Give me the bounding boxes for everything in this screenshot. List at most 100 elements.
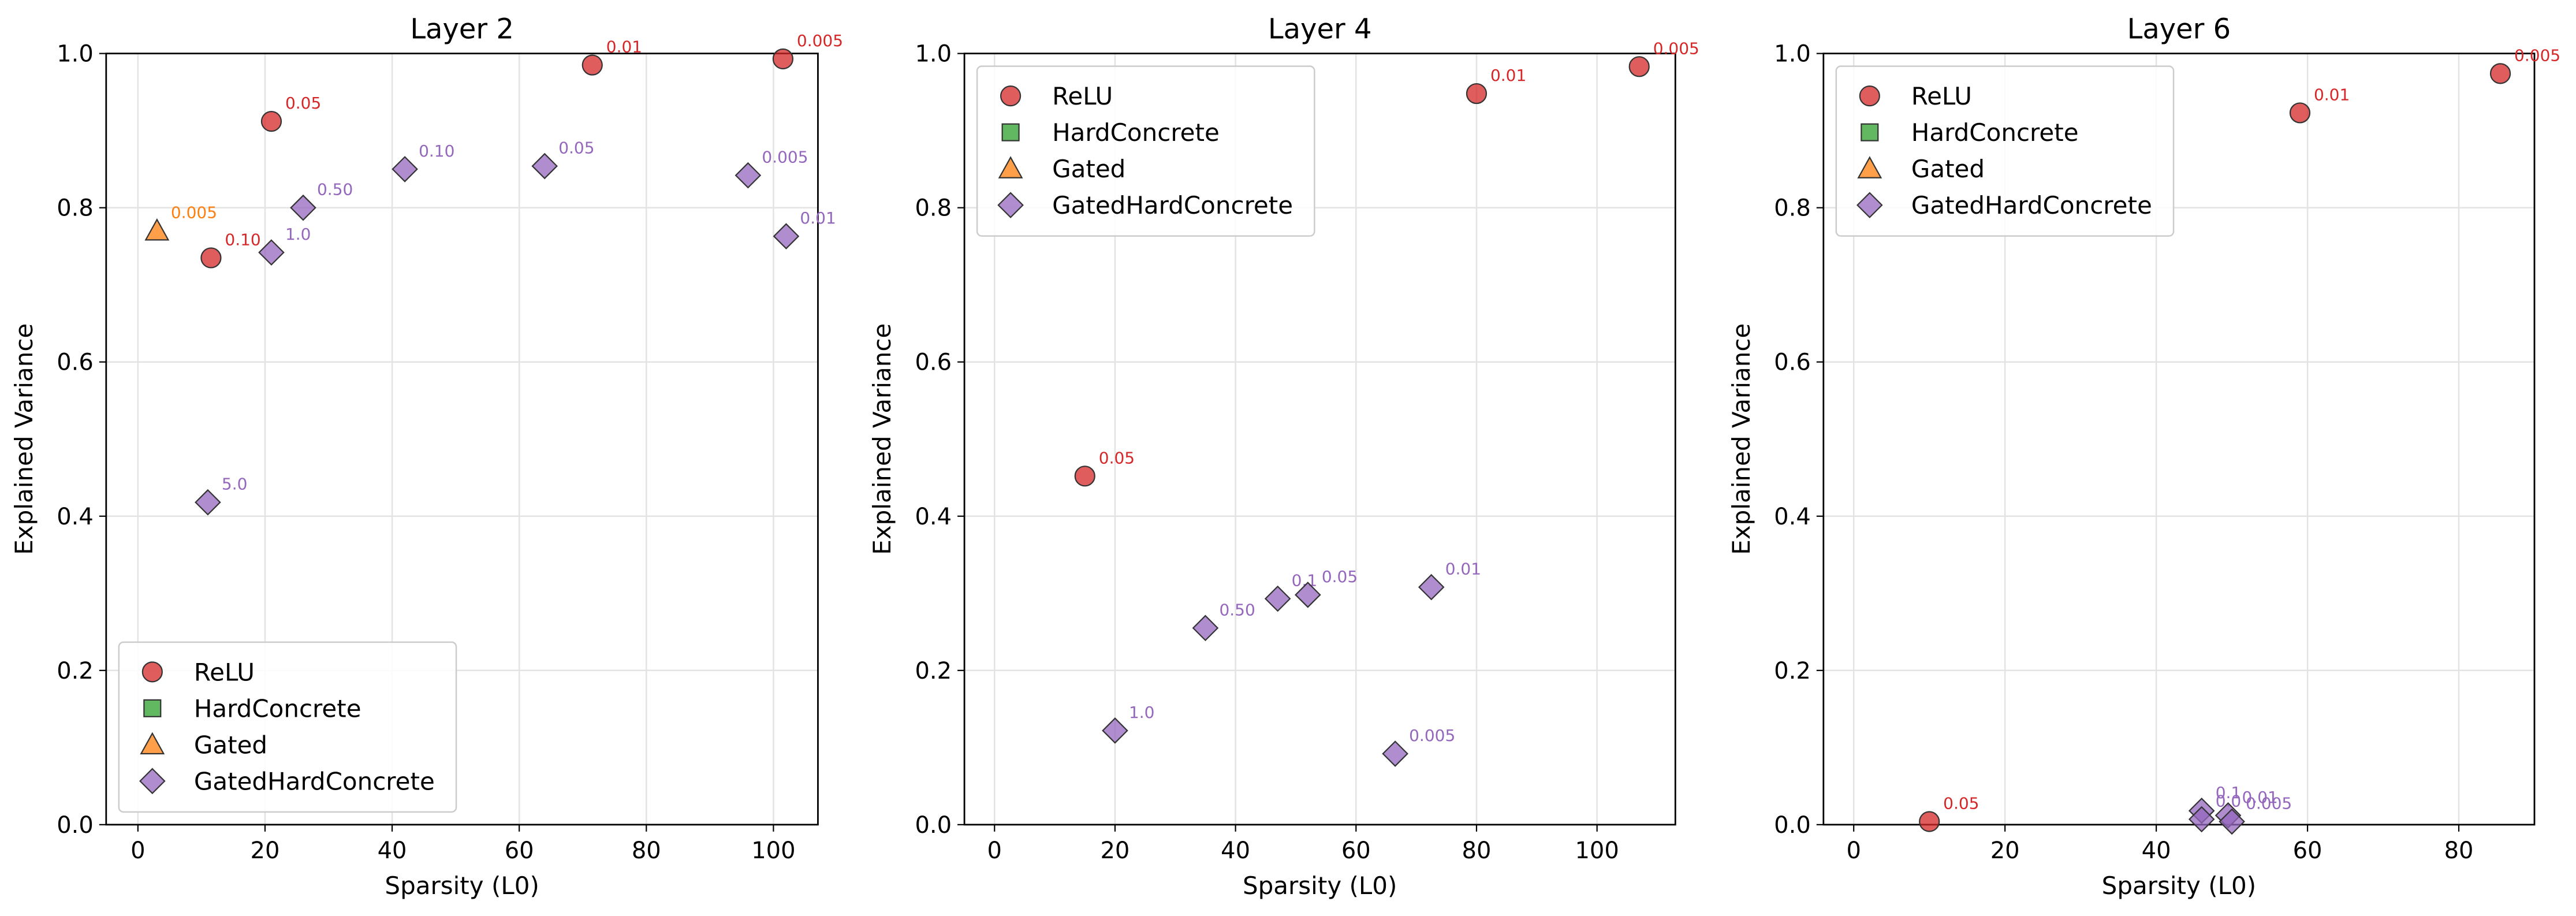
- data-point: [1264, 585, 1291, 612]
- x-tick-label: 40: [1221, 837, 1250, 864]
- legend-marker: [1001, 123, 1020, 142]
- legend-marker: [1859, 85, 1880, 107]
- legend-label: HardConcrete: [1052, 118, 1220, 147]
- y-tick-label: 1.0: [915, 41, 952, 68]
- panel-layer-2: 0 20 40 60 80 100 0.0 0.2 0.4 0.6 0.8 1.0 Layer 2 Spa…: [10, 13, 843, 900]
- chart-title: Layer 6: [2127, 13, 2231, 46]
- series-relu: 0.10 0.05 0.01 0.005: [200, 31, 843, 269]
- data-point: [1382, 740, 1408, 767]
- data-point-label: 0.01: [2314, 85, 2350, 104]
- legend-frame: [118, 641, 457, 813]
- x-tick-label: 100: [751, 837, 795, 864]
- y-tick-label: 0.2: [1774, 658, 1811, 684]
- legend-frame: [976, 65, 1315, 237]
- data-point-label: 0.50: [1219, 600, 1255, 619]
- y-tick-label: 0.2: [915, 658, 952, 684]
- data-point-label: 0.005: [1653, 39, 1699, 58]
- legend-label: ReLU: [1911, 82, 1972, 110]
- y-tick-label: 0.2: [57, 658, 94, 684]
- legend-frame: [1835, 65, 2175, 237]
- data-point-label: 0.05: [558, 139, 594, 158]
- data-point-label: 5.0: [222, 475, 248, 494]
- legend-label: Gated: [1911, 155, 1985, 183]
- x-tick-label: 20: [1990, 837, 2020, 864]
- x-tick-label: 80: [632, 837, 661, 864]
- legend-marker: [998, 156, 1023, 178]
- x-axis-label: Sparsity (L0): [2102, 872, 2256, 900]
- data-point: [772, 48, 794, 70]
- data-point: [1466, 83, 1488, 105]
- y-axis-label: Explained Variance: [10, 323, 38, 555]
- y-tick-label: 1.0: [1774, 41, 1811, 68]
- axes-frame: [1822, 53, 2536, 826]
- data-point: [260, 111, 282, 132]
- series-relu: 0.05 0.01 0.005: [1074, 39, 1699, 487]
- legend: ReLU HardConcrete Gated GatedHardConcrete: [118, 641, 457, 813]
- x-axis-label: Sparsity (L0): [1243, 872, 1397, 900]
- x-tick-label: 0: [987, 837, 1002, 864]
- y-tick-label: 0.4: [915, 504, 952, 530]
- legend-label: ReLU: [1052, 82, 1113, 110]
- y-tick-label: 1.0: [57, 41, 94, 68]
- data-point-label: 0.10: [225, 230, 260, 249]
- series-gatedhardconcrete: 5.0 1.0 0.50 0.10 0.05 0.005 0.01: [195, 139, 836, 516]
- data-point: [773, 223, 800, 250]
- legend-marker: [140, 732, 165, 755]
- y-axis-label: Explained Variance: [868, 323, 896, 555]
- data-point-label: 0.005: [1409, 726, 1455, 745]
- x-tick-label: 20: [1100, 837, 1129, 864]
- data-point-label: 1.0: [1129, 703, 1155, 722]
- data-point: [2489, 63, 2511, 84]
- y-tick-label: 0.6: [915, 349, 952, 376]
- x-tick-label: 80: [2444, 837, 2474, 864]
- legend-label: Gated: [1052, 155, 1125, 183]
- legend-marker: [1861, 123, 1879, 142]
- x-tick-label: 80: [1462, 837, 1492, 864]
- x-tick-label: 40: [378, 837, 407, 864]
- legend-marker: [1857, 156, 1882, 178]
- data-point: [581, 54, 603, 76]
- legend-marker: [141, 661, 163, 683]
- data-point: [531, 152, 558, 180]
- legend-label: GatedHardConcrete: [1052, 191, 1293, 219]
- legend-label: Gated: [194, 731, 267, 759]
- data-point-label: 0.50: [317, 180, 353, 199]
- x-tick-label: 100: [1575, 837, 1619, 864]
- data-point: [200, 247, 222, 269]
- legend: ReLU HardConcrete Gated GatedHardConcrete: [976, 65, 1315, 237]
- data-point-label: 0.01: [1490, 66, 1526, 85]
- data-point: [1418, 574, 1445, 601]
- data-point-label: 0.01: [2242, 788, 2278, 807]
- chart-title: Layer 2: [410, 13, 514, 46]
- legend-marker: [1856, 192, 1883, 218]
- axes-frame: [963, 53, 1676, 826]
- data-point: [290, 194, 316, 221]
- legend-label: GatedHardConcrete: [1911, 191, 2152, 219]
- legend-marker: [1000, 85, 1022, 107]
- data-point: [1102, 717, 1128, 744]
- data-point-label: 0.005: [2246, 794, 2292, 813]
- x-tick-label: 40: [2142, 837, 2171, 864]
- data-point: [195, 489, 221, 516]
- x-tick-label: 0: [1846, 837, 1861, 864]
- data-point: [1074, 466, 1095, 487]
- x-tick-label: 20: [251, 837, 280, 864]
- legend-label: ReLU: [194, 658, 255, 686]
- y-tick-label: 0.0: [915, 812, 952, 839]
- x-tick-label: 60: [505, 837, 534, 864]
- data-point-label: 0.10: [419, 142, 454, 161]
- y-tick-label: 0.0: [57, 812, 94, 839]
- x-tick-label: 0: [131, 837, 145, 864]
- data-point-label: 0.05: [285, 94, 321, 113]
- legend-label: GatedHardConcrete: [194, 767, 435, 795]
- y-tick-label: 0.4: [1774, 504, 1811, 530]
- x-tick-label: 60: [1341, 837, 1371, 864]
- y-axis-label: Explained Variance: [1727, 323, 1755, 555]
- y-tick-label: 0.6: [57, 349, 94, 376]
- x-tick-label: 60: [2293, 837, 2322, 864]
- series-gated: 0.005: [144, 203, 217, 241]
- data-point-label: 0.05: [1322, 567, 1358, 586]
- data-point: [735, 162, 762, 189]
